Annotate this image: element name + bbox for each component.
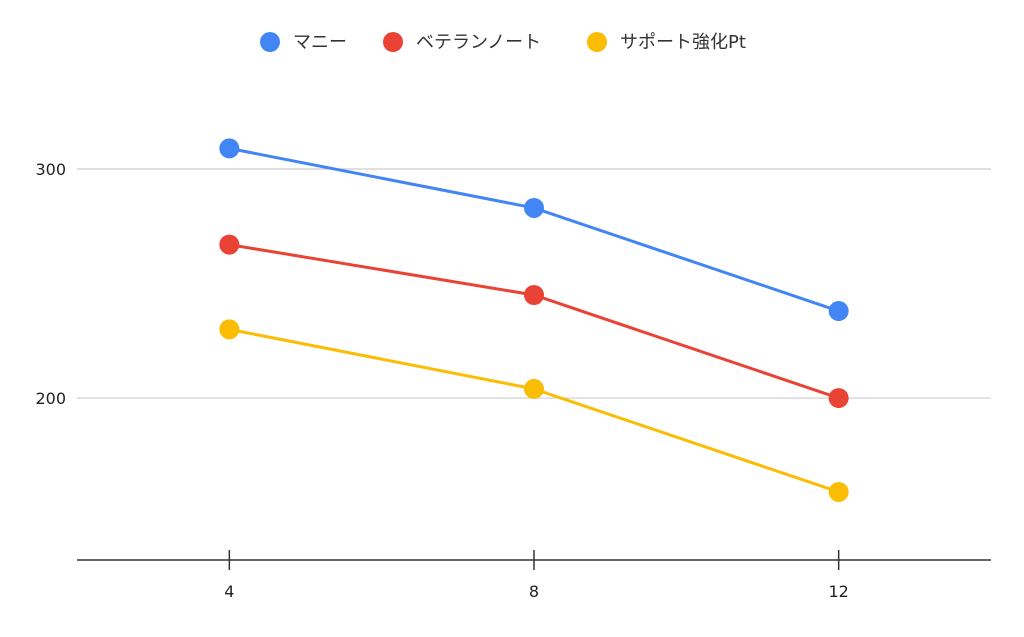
data-point[interactable] bbox=[828, 301, 849, 322]
series-0 bbox=[219, 138, 849, 322]
data-point[interactable] bbox=[828, 388, 849, 409]
legend-swatch bbox=[587, 32, 607, 52]
legend-swatch bbox=[383, 32, 403, 52]
x-tick-label: 8 bbox=[529, 582, 539, 601]
legend-label: サポート強化Pt bbox=[620, 32, 746, 53]
series-group bbox=[219, 138, 849, 502]
legend-item[interactable]: マニー bbox=[260, 32, 347, 53]
x-axis-ticks: 4 8 12 bbox=[224, 550, 849, 601]
series-line bbox=[229, 327, 840, 494]
y-tick-label: 300 bbox=[35, 160, 66, 179]
data-point[interactable] bbox=[219, 234, 240, 255]
legend-swatch bbox=[260, 32, 280, 52]
y-axis-ticks: 200 300 bbox=[35, 160, 66, 408]
series-line bbox=[229, 243, 840, 400]
legend-item[interactable]: サポート強化Pt bbox=[587, 32, 746, 53]
x-tick-label: 12 bbox=[828, 582, 848, 601]
legend-label: ベテランノート bbox=[416, 32, 541, 53]
data-point[interactable] bbox=[219, 138, 240, 159]
data-point[interactable] bbox=[524, 378, 544, 399]
data-point[interactable] bbox=[524, 197, 544, 218]
data-point[interactable] bbox=[219, 319, 240, 340]
series-2 bbox=[219, 319, 849, 502]
data-point[interactable] bbox=[828, 481, 849, 502]
legend-item[interactable]: ベテランノート bbox=[383, 32, 541, 53]
y-tick-label: 200 bbox=[35, 389, 66, 408]
series-1 bbox=[219, 234, 849, 409]
legend: マニー ベテランノート サポート強化Pt bbox=[260, 32, 746, 53]
legend-label: マニー bbox=[293, 32, 347, 53]
data-point[interactable] bbox=[524, 284, 544, 305]
x-tick-label: 4 bbox=[224, 582, 234, 601]
